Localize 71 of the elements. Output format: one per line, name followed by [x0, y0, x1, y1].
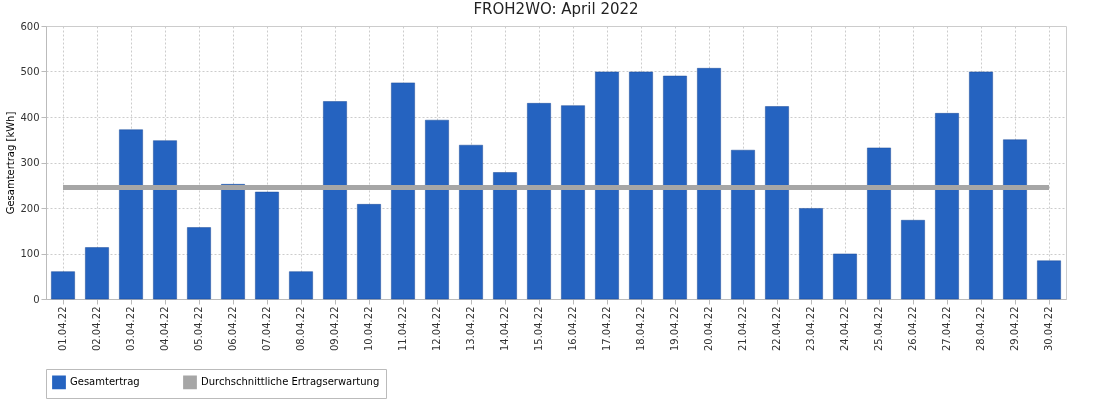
x-tick-label: 26.04.22 — [907, 306, 918, 352]
chart-title: FROH2WO: April 2022 — [473, 0, 639, 18]
y-tick-label: 500 — [20, 66, 40, 77]
bar — [425, 119, 449, 300]
bar — [629, 71, 653, 300]
bar — [289, 271, 313, 300]
bar — [153, 140, 177, 300]
bar — [85, 247, 109, 300]
x-tick-label: 01.04.22 — [57, 306, 68, 352]
x-tick-label: 22.04.22 — [771, 306, 782, 352]
legend-label: Gesamtertrag — [70, 376, 140, 388]
x-tick-label: 20.04.22 — [703, 306, 714, 352]
bar — [901, 220, 925, 300]
bar — [935, 113, 959, 300]
x-tick-label: 04.04.22 — [159, 306, 170, 352]
x-tick-label: 15.04.22 — [533, 306, 544, 352]
y-tick-label: 300 — [20, 157, 40, 168]
x-tick-label: 06.04.22 — [227, 306, 238, 352]
bar — [119, 129, 143, 300]
bar — [1037, 260, 1061, 300]
bar — [595, 71, 619, 300]
bar — [561, 105, 585, 300]
y-tick-label: 600 — [20, 20, 40, 32]
bar — [459, 144, 483, 300]
x-tick-label: 28.04.22 — [975, 306, 986, 352]
bar — [867, 147, 891, 300]
x-tick-label: 08.04.22 — [295, 306, 306, 352]
bar — [663, 75, 687, 300]
x-tick-label: 16.04.22 — [567, 306, 578, 352]
bar — [357, 204, 381, 300]
bar — [493, 172, 517, 300]
x-tick-label: 02.04.22 — [91, 306, 102, 352]
x-tick-label: 14.04.22 — [499, 306, 510, 352]
legend-label: Durchschnittliche Ertragserwartung — [201, 376, 380, 388]
x-tick-label: 05.04.22 — [193, 306, 204, 352]
bar — [221, 184, 245, 300]
y-tick-label: 200 — [20, 202, 40, 214]
bar — [765, 106, 789, 300]
bar — [323, 101, 347, 300]
y-tick-label: 100 — [20, 248, 40, 259]
x-tick-label: 27.04.22 — [941, 306, 952, 352]
bar — [187, 227, 211, 300]
x-tick-label: 09.04.22 — [329, 306, 340, 352]
bar — [833, 253, 857, 300]
x-tick-label: 25.04.22 — [873, 306, 884, 352]
y-axis-title: Gesamtertrag [kWh] — [5, 111, 17, 215]
y-tick-label: 400 — [20, 111, 40, 123]
bar — [969, 71, 993, 300]
x-tick-label: 24.04.22 — [839, 306, 850, 352]
y-tick-label: 0 — [33, 293, 40, 305]
x-tick-label: 21.04.22 — [737, 306, 748, 352]
x-tick-label: 30.04.22 — [1043, 306, 1054, 352]
bar — [731, 149, 755, 300]
x-tick-label: 12.04.22 — [431, 306, 442, 352]
bar — [391, 82, 415, 300]
x-tick-label: 11.04.22 — [397, 306, 408, 352]
x-tick-label: 23.04.22 — [805, 306, 816, 352]
x-tick-label: 03.04.22 — [125, 306, 136, 352]
bar — [697, 68, 721, 300]
x-tick-label: 13.04.22 — [465, 306, 476, 352]
bar — [799, 208, 823, 300]
bar — [51, 271, 75, 300]
x-tick-label: 29.04.22 — [1009, 306, 1020, 352]
x-tick-label: 10.04.22 — [363, 306, 374, 352]
bar — [255, 191, 279, 300]
x-tick-label: 19.04.22 — [669, 306, 680, 352]
x-tick-label: 07.04.22 — [261, 306, 272, 352]
x-tick-label: 18.04.22 — [635, 306, 646, 352]
bar — [1003, 139, 1027, 300]
bar — [527, 103, 551, 300]
x-tick-label: 17.04.22 — [601, 306, 612, 352]
